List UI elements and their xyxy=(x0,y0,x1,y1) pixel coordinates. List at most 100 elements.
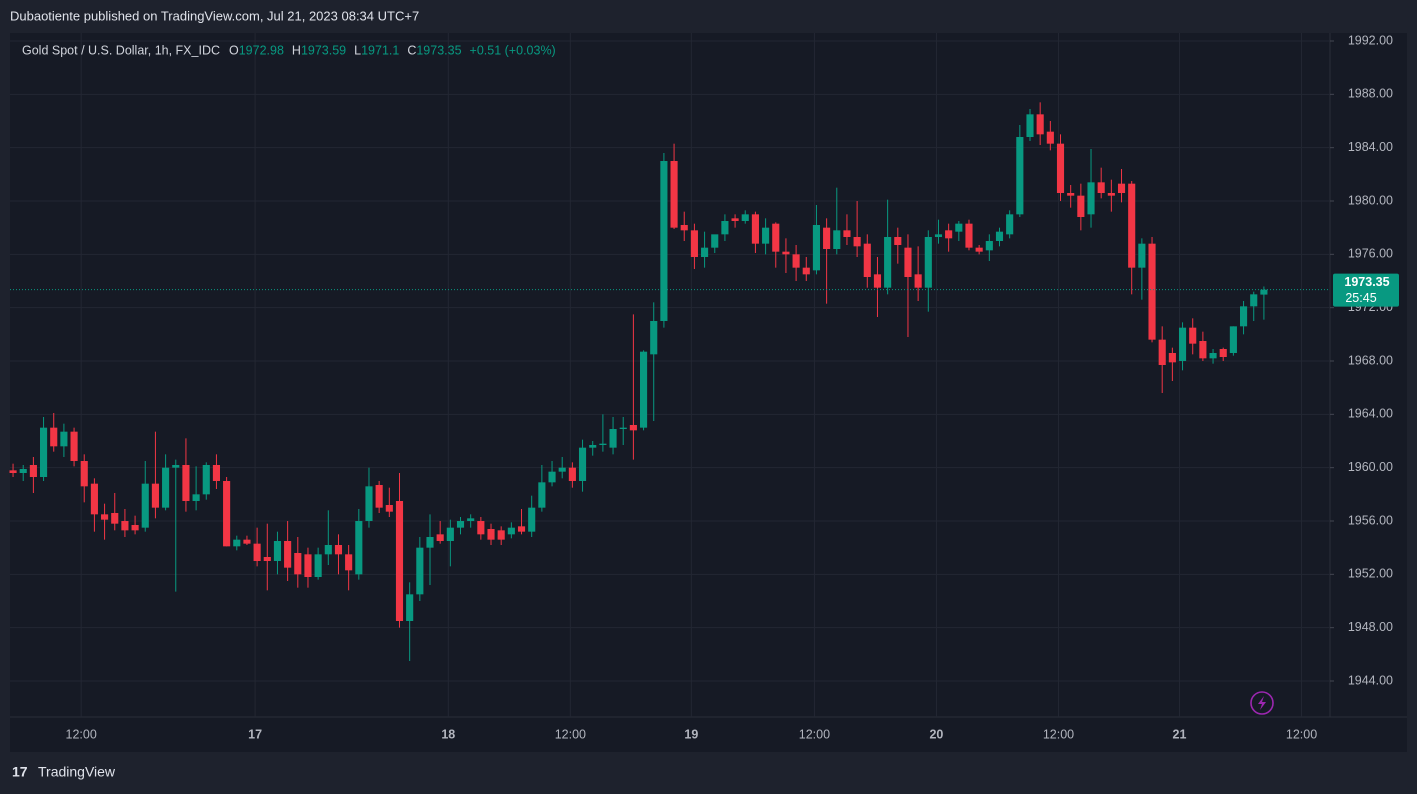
logo-text: TradingView xyxy=(38,764,116,780)
candle-body xyxy=(9,470,17,473)
candle-body xyxy=(762,227,770,244)
candle-body xyxy=(985,241,993,251)
x-tick-label: 12:00 xyxy=(799,727,830,741)
x-tick-label: 12:00 xyxy=(1286,727,1317,741)
candle-body xyxy=(406,594,414,621)
countdown: 25:45 xyxy=(1345,291,1376,305)
candle-body xyxy=(273,541,282,561)
candle-body xyxy=(182,465,190,501)
candle-body xyxy=(1229,326,1237,353)
candle-body xyxy=(924,237,932,288)
candle-body xyxy=(375,485,383,508)
candle-body xyxy=(609,429,617,448)
candle-body xyxy=(253,543,261,561)
x-tick-label: 17 xyxy=(248,727,262,741)
legend-change: +0.51 (+0.03%) xyxy=(470,43,556,57)
candle-body xyxy=(1117,183,1126,193)
candle-body xyxy=(1077,195,1085,217)
candle-body xyxy=(1097,182,1105,193)
candle-body xyxy=(212,465,220,481)
candle-body xyxy=(1046,131,1054,144)
candle-body xyxy=(1260,289,1268,295)
legend-value: 1971.1 xyxy=(361,43,399,57)
candle-body xyxy=(50,427,58,447)
candle-body xyxy=(365,486,373,521)
publish-header: Dubaotiente published on TradingView.com… xyxy=(10,8,419,23)
candle-body xyxy=(884,237,892,288)
candle-body xyxy=(833,230,841,249)
candle-body xyxy=(416,547,424,595)
lightning-glyph xyxy=(1258,696,1266,710)
last-price-tag xyxy=(1333,273,1399,307)
y-tick-label: 1992.00 xyxy=(1348,33,1393,47)
candle-body xyxy=(863,243,871,277)
candle-body xyxy=(151,483,159,508)
x-tick-label: 18 xyxy=(441,727,455,741)
x-tick-label: 12:00 xyxy=(555,727,586,741)
candle-body xyxy=(568,467,576,481)
candle-body xyxy=(345,554,353,571)
y-tick-label: 1952.00 xyxy=(1348,567,1393,581)
legend-label: O xyxy=(229,43,239,57)
candle-body xyxy=(629,425,637,431)
candle-body xyxy=(243,539,251,544)
candle-body xyxy=(802,267,810,275)
candle-body xyxy=(589,445,597,448)
plot xyxy=(9,33,1330,717)
candle-body xyxy=(1026,114,1034,137)
candle-body xyxy=(40,427,48,477)
candle-body xyxy=(1250,294,1258,307)
candle-body xyxy=(772,223,780,252)
candle-body xyxy=(1138,243,1146,268)
candle-body xyxy=(1067,193,1075,196)
candle-body xyxy=(192,494,200,501)
candle-body xyxy=(640,351,648,428)
candle-body xyxy=(680,225,688,231)
candle-body xyxy=(711,234,719,248)
y-tick-label: 1944.00 xyxy=(1348,673,1393,687)
logo-mark: 17 xyxy=(12,764,28,780)
x-tick-label: 21 xyxy=(1173,727,1187,741)
candle-body xyxy=(223,481,231,547)
candle-body xyxy=(548,471,556,483)
candle-body xyxy=(670,161,678,228)
candle-body xyxy=(965,223,973,248)
candle-body xyxy=(385,505,393,512)
candle-body xyxy=(945,230,953,239)
candle-body xyxy=(304,554,312,577)
candle-body xyxy=(1158,339,1166,365)
candle-body xyxy=(497,530,505,540)
lightning-icon[interactable] xyxy=(1250,691,1274,715)
legend-label: H xyxy=(292,43,301,57)
candle-body xyxy=(446,527,454,541)
candle-body xyxy=(873,274,882,288)
y-tick-label: 1988.00 xyxy=(1348,87,1393,101)
candle-body xyxy=(690,230,698,257)
candle-body xyxy=(1006,214,1014,235)
candle-body xyxy=(477,521,485,535)
candle-body xyxy=(1087,182,1095,215)
candle-body xyxy=(538,482,546,508)
candle-body xyxy=(904,247,912,277)
candle-body xyxy=(467,518,475,521)
y-tick-label: 1956.00 xyxy=(1348,513,1393,527)
candle-body xyxy=(812,225,820,271)
candle-body xyxy=(111,513,119,524)
candle-body xyxy=(1199,341,1207,359)
y-tick-label: 1960.00 xyxy=(1348,460,1393,474)
candle-body xyxy=(934,234,943,237)
y-tick-label: 1984.00 xyxy=(1348,140,1393,154)
candle-body xyxy=(80,461,88,487)
candle-body xyxy=(782,251,790,255)
candle-body xyxy=(314,554,322,577)
candle-body xyxy=(660,161,668,321)
last-price-label: 1973.35 xyxy=(1344,275,1389,289)
candle-body xyxy=(1168,353,1176,363)
chart-pane xyxy=(10,33,1407,752)
candle-body xyxy=(823,227,831,249)
candle-body xyxy=(528,507,536,532)
y-tick-label: 1976.00 xyxy=(1348,247,1393,261)
candle-body xyxy=(853,237,861,247)
